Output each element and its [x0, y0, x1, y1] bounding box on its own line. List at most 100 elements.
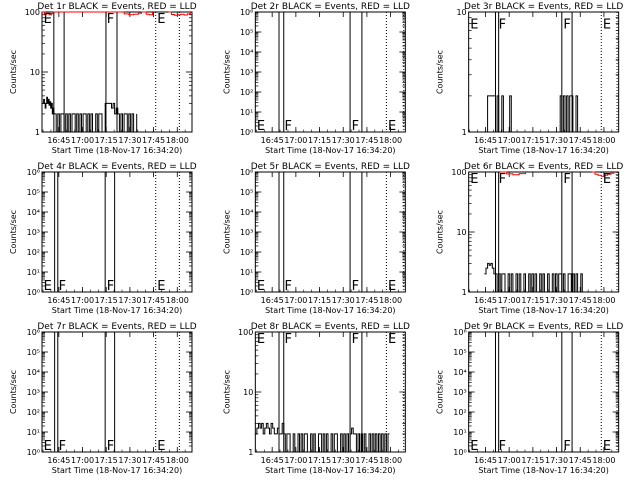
x-tick-label: 17:15	[308, 136, 331, 145]
y-tick-label: 10²	[27, 248, 40, 257]
flare-marker-label: F	[352, 119, 359, 134]
x-tick-label: 18:00	[166, 296, 189, 305]
events-series-line	[486, 95, 581, 133]
y-tick-label: 10²	[27, 408, 40, 417]
x-tick-label: 18:00	[592, 136, 615, 145]
x-tick-label: 17:00	[284, 136, 307, 145]
x-tick-label: 17:45	[355, 456, 378, 465]
y-tick-label: 10	[30, 68, 40, 77]
flare-marker-label: F	[352, 279, 359, 294]
chart-title: Det 3r BLACK = Events, RED = LLD	[464, 2, 623, 12]
y-axis-label: Counts/sec	[436, 50, 445, 94]
y-tick-label: 100	[238, 328, 253, 337]
y-tick-label: 10⁵	[453, 348, 466, 357]
flare-marker-label: F	[285, 279, 292, 294]
y-tick-label: 10⁰	[27, 448, 40, 457]
y-tick-label: 10⁶	[240, 8, 253, 17]
eclipse-marker-label: E	[603, 17, 611, 32]
lld-series-line	[591, 171, 615, 177]
y-tick-label: 1	[35, 128, 40, 137]
x-tick-label: 16:45	[474, 296, 497, 305]
x-tick-label: 18:00	[166, 136, 189, 145]
plot-frame	[468, 331, 620, 453]
x-tick-label: 18:00	[379, 296, 402, 305]
x-tick-label: 17:30	[332, 136, 355, 145]
x-tick-label: 16:45	[261, 456, 284, 465]
y-tick-label: 10²	[240, 248, 253, 257]
y-tick-label: 10⁵	[27, 348, 40, 357]
chart-title: Det 7r BLACK = Events, RED = LLD	[37, 322, 196, 332]
chart-panel-8: Det 8r BLACK = Events, RED = LLD 1 10 100 Co…	[222, 322, 410, 475]
x-tick-label: 18:00	[379, 456, 402, 465]
y-tick-label: 10¹	[27, 428, 40, 437]
y-tick-label: 10⁵	[27, 188, 40, 197]
x-tick-label: 18:00	[379, 136, 402, 145]
flare-marker-label: F	[285, 119, 292, 134]
y-tick-label: 10⁴	[27, 368, 40, 377]
chart-panel-4: Det 4r BLACK = Events, RED = LLD 10⁰ 10¹ 10…	[9, 162, 197, 315]
x-tick-label: 16:45	[474, 136, 497, 145]
x-axis-label: Start Time (18-Nov-17 16:34:20)	[478, 466, 608, 475]
x-tick-label: 17:45	[569, 296, 592, 305]
y-tick-label: 10¹	[240, 268, 253, 277]
y-tick-label: 10³	[27, 228, 40, 237]
eclipse-marker-label: E	[388, 119, 396, 134]
x-tick-label: 16:45	[47, 296, 70, 305]
x-tick-label: 17:00	[498, 136, 521, 145]
x-tick-label: 17:00	[71, 456, 94, 465]
chart-title: Det 2r BLACK = Events, RED = LLD	[251, 2, 410, 12]
lld-series-line	[168, 11, 191, 16]
y-tick-label: 10⁰	[240, 288, 253, 297]
eclipse-marker-label: E	[388, 279, 396, 294]
y-tick-label: 10	[243, 388, 253, 397]
x-tick-label: 16:45	[261, 136, 284, 145]
y-tick-label: 10³	[453, 388, 466, 397]
x-tick-label: 17:00	[284, 456, 307, 465]
y-axis-label: Counts/sec	[222, 50, 231, 94]
eclipse-marker-label: E	[44, 12, 52, 27]
y-tick-label: 10⁶	[240, 168, 253, 177]
x-tick-label: 17:15	[521, 136, 544, 145]
x-axis-label: Start Time (18-Nov-17 16:34:20)	[265, 306, 395, 315]
eclipse-marker-label: E	[257, 279, 265, 294]
flare-marker-label: F	[107, 279, 114, 294]
chart-title: Det 1r BLACK = Events, RED = LLD	[37, 2, 196, 12]
x-axis-label: Start Time (18-Nov-17 16:34:20)	[52, 306, 182, 315]
y-axis-label: Counts/sec	[9, 50, 18, 94]
x-axis-label: Start Time (18-Nov-17 16:34:20)	[478, 306, 608, 315]
x-tick-label: 17:15	[521, 456, 544, 465]
flare-marker-label: F	[563, 172, 570, 187]
plot-frame	[41, 171, 193, 293]
flare-marker-label: F	[285, 332, 292, 347]
x-axis-label: Start Time (18-Nov-17 16:34:20)	[52, 466, 182, 475]
x-axis-label: Start Time (18-Nov-17 16:34:20)	[52, 146, 182, 155]
x-tick-label: 17:30	[332, 456, 355, 465]
x-tick-label: 17:45	[355, 296, 378, 305]
y-tick-label: 10⁴	[453, 368, 466, 377]
flare-marker-label: F	[107, 12, 114, 27]
lld-series-line	[500, 171, 526, 176]
flare-marker-label: F	[563, 439, 570, 454]
y-tick-label: 10²	[453, 408, 466, 417]
x-tick-label: 17:15	[308, 456, 331, 465]
y-tick-label: 10⁶	[27, 168, 40, 177]
x-tick-label: 17:45	[142, 296, 165, 305]
eclipse-marker-label: E	[470, 439, 478, 454]
eclipse-marker-label: E	[44, 439, 52, 454]
y-tick-label: 1	[248, 448, 253, 457]
x-tick-label: 17:00	[498, 456, 521, 465]
x-tick-label: 17:15	[95, 136, 118, 145]
x-tick-label: 17:30	[118, 296, 141, 305]
chart-title: Det 8r BLACK = Events, RED = LLD	[251, 322, 410, 332]
plot-frame	[41, 331, 193, 453]
events-series-line	[255, 422, 390, 453]
eclipse-marker-label: E	[157, 439, 165, 454]
y-tick-label: 10³	[240, 68, 253, 77]
x-tick-label: 17:30	[545, 456, 568, 465]
y-tick-label: 10	[456, 8, 466, 17]
y-tick-label: 10⁶	[27, 328, 40, 337]
eclipse-marker-label: E	[157, 12, 165, 27]
x-tick-label: 17:30	[545, 136, 568, 145]
